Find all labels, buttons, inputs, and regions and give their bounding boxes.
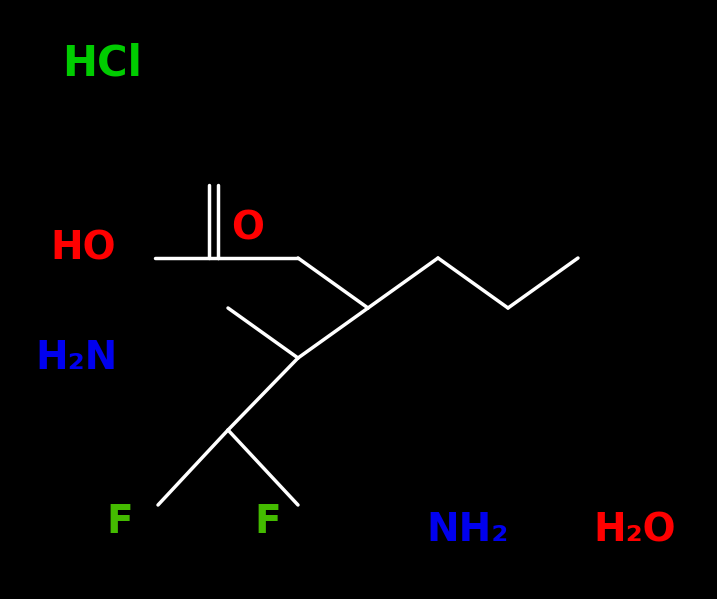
Text: F: F	[107, 503, 133, 541]
Text: F: F	[255, 503, 281, 541]
Text: H₂O: H₂O	[594, 511, 676, 549]
Text: O: O	[232, 209, 265, 247]
Text: HO: HO	[50, 229, 115, 267]
Text: HCl: HCl	[62, 42, 142, 84]
Text: H₂N: H₂N	[35, 339, 118, 377]
Text: NH₂: NH₂	[427, 511, 509, 549]
